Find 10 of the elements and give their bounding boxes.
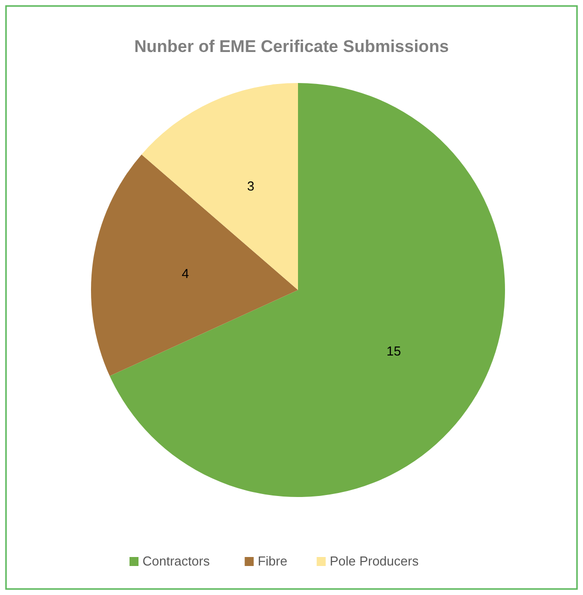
pie-slice	[142, 83, 298, 290]
data-label: 15	[386, 344, 402, 359]
legend-label: Fibre	[258, 553, 288, 568]
chart-title: Nunber of EME Cerificate Submissions	[134, 37, 449, 56]
pie-slice	[110, 83, 505, 497]
pie-slice	[91, 154, 298, 376]
data-label: 3	[247, 178, 254, 194]
data-label: 4	[182, 266, 189, 281]
legend-label: Pole Producers	[330, 553, 420, 568]
legend-label: Contractors	[142, 553, 210, 568]
